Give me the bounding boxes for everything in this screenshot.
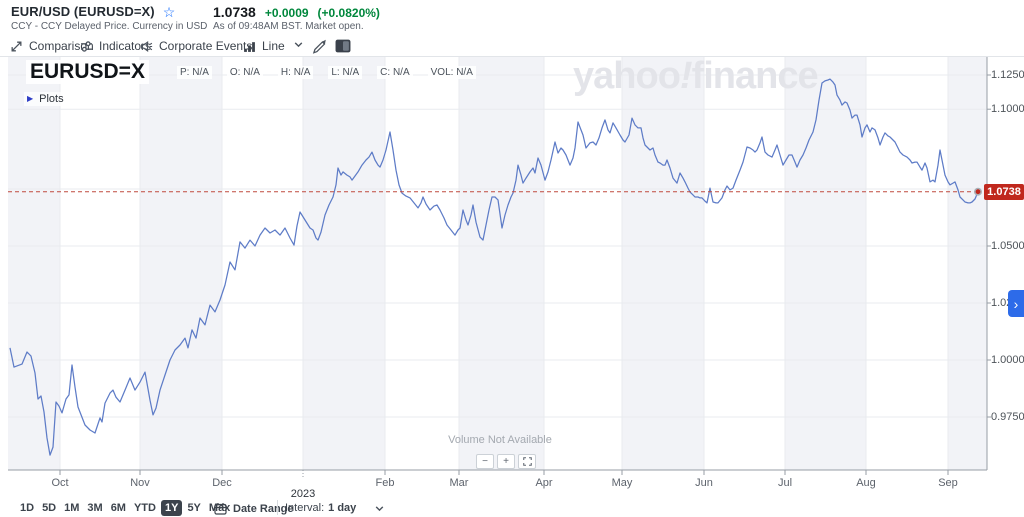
indicators-button[interactable]: Indicators: [80, 39, 151, 53]
ohlc-item: H: N/A: [277, 66, 314, 79]
as-of-text: As of 09:48AM BST. Market open.: [213, 21, 364, 32]
ohlc-item: C: N/A: [377, 66, 413, 79]
range-button-YTD[interactable]: YTD: [133, 502, 156, 514]
interval-label: Interval:: [285, 502, 325, 514]
corporate-events-button[interactable]: Corporate Events: [140, 39, 252, 53]
x-axis-label: Aug: [856, 477, 876, 489]
range-button-6M[interactable]: 6M: [110, 502, 126, 514]
current-price-badge: 1.0738: [984, 184, 1024, 200]
fullscreen-button[interactable]: [518, 454, 536, 469]
x-axis-label: Nov: [130, 477, 150, 489]
ohlc-item: O: N/A: [226, 66, 263, 79]
divider: [277, 500, 278, 515]
price-line-path: [9, 78, 979, 456]
chevron-down-icon: [294, 42, 303, 48]
comparison-button[interactable]: Comparison: [10, 39, 94, 53]
y-axis-label: 1.1250: [991, 69, 1024, 81]
y-axis-label: 1.0000: [991, 354, 1024, 366]
ohlc-item: L: N/A: [328, 66, 363, 79]
panel-toggle-button[interactable]: [335, 39, 351, 53]
chart-zoom-controls: − +: [476, 454, 536, 469]
y-axis-label: 1.0500: [991, 240, 1024, 252]
ohlc-item: VOL: N/A: [427, 66, 476, 79]
ohlc-item: P: N/A: [177, 66, 212, 79]
calendar-icon: [214, 503, 227, 515]
x-axis-label: Mar: [449, 477, 469, 489]
pencil-icon: [312, 39, 326, 54]
toolbar-divider: [0, 56, 1024, 57]
quote-price-block: 1.0738 +0.0009 (+0.0820%): [213, 4, 380, 20]
panel-icon: [335, 39, 351, 53]
interval-value: 1 day: [328, 502, 357, 514]
chart-type-label: Line: [262, 39, 285, 53]
comparison-icon: [11, 41, 22, 51]
range-button-5Y[interactable]: 5Y: [187, 502, 201, 514]
x-axis-label: Dec: [212, 477, 232, 489]
megaphone-icon: [141, 40, 153, 52]
month-band: [303, 57, 385, 470]
expand-icon: [522, 457, 532, 466]
page-title: EUR/USD (EURUSD=X): [11, 4, 155, 19]
month-band: [140, 57, 222, 470]
chevron-down-icon: [375, 505, 384, 511]
zoom-out-button[interactable]: −: [476, 454, 494, 469]
star-icon[interactable]: ☆: [162, 3, 176, 20]
x-axis-label: Apr: [535, 477, 553, 489]
scroll-right-button[interactable]: ›: [1008, 290, 1024, 317]
range-button-1Y[interactable]: 1Y: [160, 500, 183, 516]
price-change: +0.0009: [264, 6, 309, 20]
indicators-label: Indicators: [99, 39, 152, 53]
x-axis-label: Oct: [51, 477, 69, 489]
month-band: [948, 57, 987, 470]
chevron-right-icon: ›: [1013, 295, 1019, 312]
month-band: [785, 57, 866, 470]
current-price: 1.0738: [213, 4, 256, 20]
range-buttons: 1D 5D 1M 3M 6M YTD 1Y 5Y Max: [20, 500, 230, 516]
ohlc-row: P: N/A O: N/A H: N/A L: N/A C: N/A VOL: N/A: [177, 66, 476, 79]
watermark: yahoo!finance: [573, 55, 818, 97]
plots-label: Plots: [39, 93, 64, 105]
chart-type-dropdown-toggle[interactable]: [293, 39, 304, 50]
draw-button[interactable]: [311, 39, 327, 55]
x-axis-label: Jul: [777, 477, 793, 489]
indicators-icon: [81, 40, 92, 52]
range-button-3M[interactable]: 3M: [87, 502, 103, 514]
y-axis-label: 0.9750: [991, 411, 1024, 423]
chart-symbol-title: EURUSD=X: [26, 60, 149, 84]
range-button-1M[interactable]: 1M: [64, 502, 80, 514]
interval-selector[interactable]: Interval: 1 day: [285, 502, 385, 514]
chart-type-selector[interactable]: Line: [243, 39, 285, 53]
x-axis-label: 2023: [290, 488, 316, 500]
bar-chart-icon: [244, 41, 255, 52]
zoom-in-button[interactable]: +: [497, 454, 515, 469]
month-band: [622, 57, 704, 470]
date-range-button[interactable]: Date Range: [214, 502, 294, 515]
quote-header: EUR/USD (EURUSD=X) ☆: [11, 4, 175, 19]
month-band: [8, 57, 60, 470]
comparison-label: Comparison: [29, 39, 94, 53]
x-axis-label: Jun: [695, 477, 713, 489]
y-axis-label: 1.1000: [991, 103, 1024, 115]
date-range-label: Date Range: [233, 502, 294, 515]
current-price-dot: [973, 187, 982, 196]
x-axis-label: May: [611, 477, 633, 489]
corporate-events-label: Corporate Events: [159, 39, 253, 53]
range-button-1D[interactable]: 1D: [20, 502, 35, 514]
month-band: [459, 57, 544, 470]
range-button-5D[interactable]: 5D: [42, 502, 57, 514]
x-axis-label: Sep: [938, 477, 958, 489]
volume-not-available-note: Volume Not Available: [448, 434, 552, 446]
x-axis-label: Feb: [375, 477, 395, 489]
quote-subtitle: CCY - CCY Delayed Price. Currency in USD: [11, 21, 208, 32]
price-change-percent: (+0.0820%): [317, 6, 380, 20]
plots-toggle[interactable]: ▶ Plots: [24, 92, 67, 106]
plots-triangle-icon: ▶: [27, 94, 34, 103]
